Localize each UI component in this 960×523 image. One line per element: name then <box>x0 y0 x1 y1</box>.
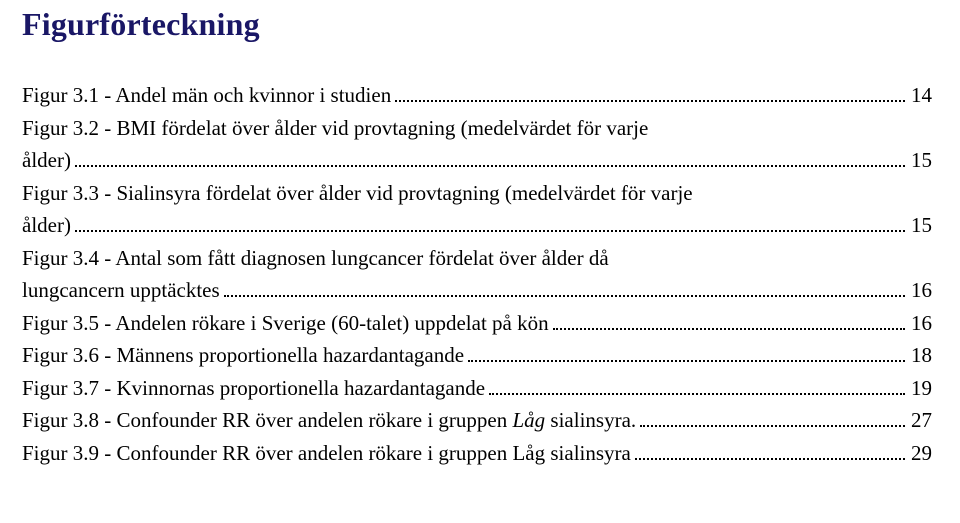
toc-leader <box>635 440 905 460</box>
toc-page-number: 29 <box>909 437 932 470</box>
toc-entry: Figur 3.8 - Confounder RR över andelen r… <box>22 404 932 437</box>
toc-label-line1: Figur 3.4 - Antal som fått diagnosen lun… <box>22 242 932 275</box>
toc-leader <box>640 408 905 428</box>
toc-entry: ålder) 15 <box>22 209 932 242</box>
toc-page-number: 15 <box>909 144 932 177</box>
toc-entry: lungcancern upptäcktes 16 <box>22 274 932 307</box>
toc-entry: Figur 3.5 - Andelen rökare i Sverige (60… <box>22 307 932 340</box>
toc-page-number: 16 <box>909 307 932 340</box>
toc-label-line1: Figur 3.2 - BMI fördelat över ålder vid … <box>22 112 932 145</box>
toc-entry: Figur 3.6 - Männens proportionella hazar… <box>22 339 932 372</box>
toc-page-number: 16 <box>909 274 932 307</box>
toc-leader <box>468 343 905 363</box>
toc-leader <box>75 212 905 232</box>
toc-entry: Figur 3.7 - Kvinnornas proportionella ha… <box>22 372 932 405</box>
toc-label: Figur 3.7 - Kvinnornas proportionella ha… <box>22 372 485 405</box>
toc-page-number: 27 <box>909 404 932 437</box>
toc-page-number: 15 <box>909 209 932 242</box>
toc-entry: ålder) 15 <box>22 144 932 177</box>
toc-page-number: 19 <box>909 372 932 405</box>
toc-label: Figur 3.8 - Confounder RR över andelen r… <box>22 404 636 437</box>
toc-page: Figurförteckning Figur 3.1 - Andel män o… <box>0 0 960 470</box>
toc-leader <box>489 375 905 395</box>
toc-page-number: 18 <box>909 339 932 372</box>
toc-label-line1: Figur 3.3 - Sialinsyra fördelat över åld… <box>22 177 932 210</box>
toc-label: Figur 3.1 - Andel män och kvinnor i stud… <box>22 79 391 112</box>
toc-leader <box>395 82 905 102</box>
toc-entry: Figur 3.1 - Andel män och kvinnor i stud… <box>22 79 932 112</box>
toc-label: Figur 3.5 - Andelen rökare i Sverige (60… <box>22 307 549 340</box>
page-title: Figurförteckning <box>22 6 932 43</box>
toc-leader <box>224 277 905 297</box>
toc-entry: Figur 3.9 - Confounder RR över andelen r… <box>22 437 932 470</box>
toc-label: lungcancern upptäcktes <box>22 274 220 307</box>
toc-leader <box>75 147 905 167</box>
toc-page-number: 14 <box>909 79 932 112</box>
toc-label: ålder) <box>22 144 71 177</box>
toc-label-post: sialinsyra. <box>545 408 636 432</box>
toc-label-italic: Låg <box>512 408 545 432</box>
toc-label: Figur 3.6 - Männens proportionella hazar… <box>22 339 464 372</box>
toc-label: Figur 3.9 - Confounder RR över andelen r… <box>22 437 631 470</box>
toc-label: ålder) <box>22 209 71 242</box>
toc-label-pre: Figur 3.8 - Confounder RR över andelen r… <box>22 408 512 432</box>
toc-leader <box>553 310 905 330</box>
